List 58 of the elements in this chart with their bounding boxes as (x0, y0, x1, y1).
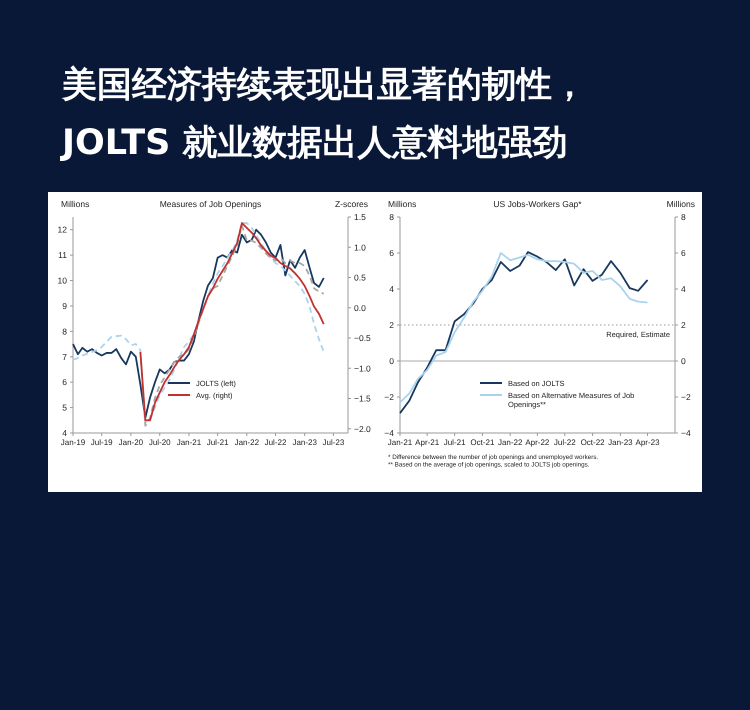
y2-tick-label: −2.0 (354, 424, 372, 434)
chart-title: US Jobs-Workers Gap* (493, 199, 582, 209)
x-tick-label: Jan-20 (118, 438, 144, 447)
y-tick-label: 4 (62, 428, 68, 438)
y-tick-label: 8 (389, 212, 394, 222)
y2-axis-title: Millions (666, 199, 695, 209)
x-tick-label: Jul-21 (206, 438, 230, 447)
y-tick-label: 2 (389, 320, 394, 330)
y2-tick-label: −4 (681, 428, 691, 438)
y2-tick-label: 1.5 (354, 212, 366, 222)
y2-tick-label: 2 (681, 320, 686, 330)
y-tick-label: 8 (62, 326, 68, 336)
y-axis-title: Millions (61, 199, 90, 209)
y2-tick-label: 1.0 (354, 242, 366, 252)
y2-tick-label: 0.5 (354, 272, 366, 283)
x-tick-label: Jul-22 (554, 438, 576, 447)
y2-tick-label: 4 (681, 284, 686, 294)
y2-axis-title: Z-scores (334, 199, 368, 209)
x-tick-label: Jul-19 (90, 438, 114, 447)
x-tick-label: Jan-19 (60, 438, 86, 447)
x-tick-label: Oct-21 (470, 438, 495, 447)
y2-tick-label: −1.5 (354, 394, 372, 404)
y-tick-label: −2 (384, 392, 394, 402)
x-tick-label: Jan-21 (176, 438, 202, 447)
x-tick-label: Jan-23 (292, 438, 318, 447)
y-tick-label: 11 (58, 250, 68, 260)
y-tick-label: 10 (58, 276, 68, 286)
y-tick-label: 6 (62, 377, 68, 388)
y-tick-label: 7 (62, 352, 68, 362)
x-tick-label: Apr-23 (636, 438, 660, 447)
x-tick-label: Jul-21 (444, 438, 466, 447)
y2-tick-label: 6 (681, 248, 686, 258)
x-tick-label: Jan-23 (608, 438, 634, 447)
x-tick-label: Jul-22 (264, 438, 287, 447)
y-tick-label: −4 (384, 428, 394, 438)
y-tick-label: 4 (389, 284, 394, 294)
x-tick-label: Jan-22 (498, 438, 523, 447)
y-axis-title: Millions (388, 199, 416, 209)
y2-tick-label: −1.0 (354, 363, 372, 374)
x-tick-label: Jul-23 (322, 438, 345, 447)
chart-title: 美国经济持续表现出显著的韧性，JOLTS 就业数据出人意料地强劲 (62, 64, 588, 165)
y2-tick-label: −2 (681, 392, 691, 402)
x-tick-label: Jan-22 (234, 438, 260, 447)
x-tick-label: Jan-21 (388, 438, 413, 447)
x-tick-label: Oct-22 (580, 438, 606, 447)
y-tick-label: 0 (389, 356, 394, 366)
x-tick-label: Apr-22 (525, 438, 550, 447)
y2-tick-label: 0.0 (354, 302, 366, 313)
y2-tick-label: 0 (681, 356, 686, 366)
x-tick-label: Jul-20 (148, 438, 172, 447)
x-tick-label: Apr-21 (415, 438, 440, 447)
y2-tick-label: 8 (681, 212, 686, 222)
chart-subtitle: Measures of Job Openings (160, 199, 262, 209)
y-tick-label: 9 (62, 300, 68, 311)
y2-tick-label: −0.5 (354, 333, 372, 344)
y-tick-label: 6 (389, 248, 394, 258)
y-tick-label: 5 (62, 402, 68, 413)
y-tick-label: 12 (58, 224, 68, 235)
